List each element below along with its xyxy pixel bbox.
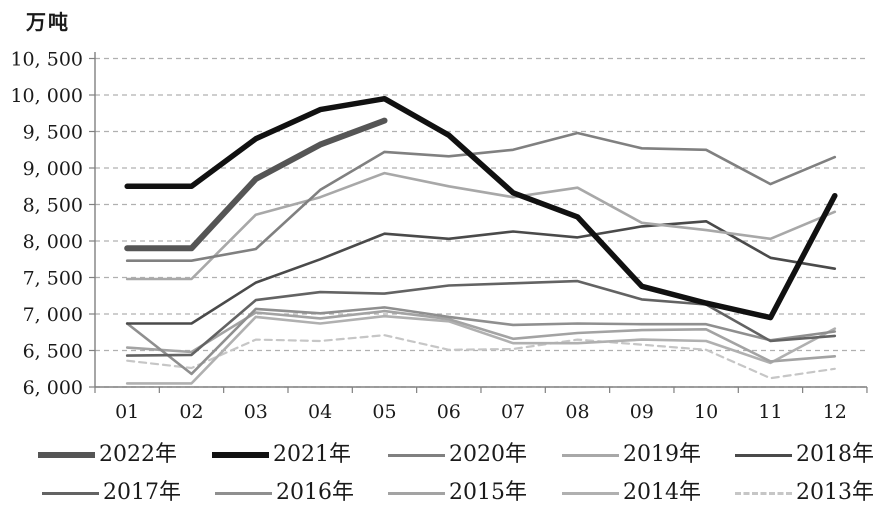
legend-swatch-2014 bbox=[562, 491, 619, 495]
legend-swatch-2018 bbox=[735, 453, 792, 457]
series-line-2020 bbox=[125, 131, 837, 263]
series-line-2018 bbox=[125, 220, 837, 325]
y-axis-tick-label: 9, 500 bbox=[23, 122, 83, 144]
x-axis-tick-label: 01 bbox=[115, 401, 139, 423]
y-axis-tick-label: 10, 500 bbox=[10, 49, 83, 71]
series-line-2014 bbox=[125, 314, 837, 385]
series-line-2022 bbox=[124, 117, 388, 252]
x-axis-tick-label: 07 bbox=[501, 401, 525, 423]
x-axis-tick-label: 10 bbox=[694, 401, 718, 423]
x-axis-tick-label: 09 bbox=[630, 401, 654, 423]
y-axis-unit-label: 万吨 bbox=[26, 10, 70, 34]
legend-swatch-2019 bbox=[562, 453, 619, 457]
x-axis-tick-label: 12 bbox=[823, 401, 847, 423]
y-axis-tick-label: 9, 000 bbox=[23, 158, 83, 180]
x-axis-tick-label: 11 bbox=[758, 401, 782, 423]
legend-label-2017: 2017年 bbox=[103, 480, 181, 505]
legend-item-2020: 2020年 bbox=[388, 444, 527, 466]
x-axis-tick-label: 08 bbox=[565, 401, 589, 423]
y-axis-tick-label: 8, 000 bbox=[23, 231, 83, 253]
legend-label-2018: 2018年 bbox=[796, 442, 874, 467]
legend-label-2021: 2021年 bbox=[273, 442, 351, 467]
legend-label-2015: 2015年 bbox=[449, 480, 527, 505]
legend-item-2013: 2013年 bbox=[735, 482, 874, 504]
legend-swatch-2016 bbox=[215, 491, 272, 495]
series-line-2017 bbox=[125, 279, 837, 357]
y-axis-tick-label: 10, 000 bbox=[10, 85, 83, 107]
legend-swatch-2020 bbox=[388, 453, 445, 457]
legend-label-2014: 2014年 bbox=[623, 480, 701, 505]
y-axis-tick-label: 6, 500 bbox=[23, 341, 83, 363]
legend-label-2016: 2016年 bbox=[276, 480, 354, 505]
legend-item-2021: 2021年 bbox=[212, 444, 351, 466]
legend-label-2020: 2020年 bbox=[449, 442, 527, 467]
series-line-2013 bbox=[126, 334, 836, 380]
series-line-2016 bbox=[125, 306, 837, 376]
legend-label-2013: 2013年 bbox=[796, 480, 874, 505]
legend-swatch-2021 bbox=[212, 452, 269, 458]
y-axis-tick-label: 6, 000 bbox=[23, 377, 83, 399]
x-axis-tick-label: 05 bbox=[372, 401, 396, 423]
legend-item-2014: 2014年 bbox=[562, 482, 701, 504]
legend-item-2018: 2018年 bbox=[735, 444, 874, 466]
legend-item-2019: 2019年 bbox=[562, 444, 701, 466]
x-axis-tick-label: 06 bbox=[437, 401, 461, 423]
legend-label-2022: 2022年 bbox=[99, 442, 177, 467]
x-axis-tick-label: 04 bbox=[308, 401, 332, 423]
y-axis-tick-label: 8, 500 bbox=[23, 195, 83, 217]
legend-item-2017: 2017年 bbox=[42, 482, 181, 504]
legend-item-2016: 2016年 bbox=[215, 482, 354, 504]
legend-swatch-2017 bbox=[42, 491, 99, 495]
series-line-2019 bbox=[125, 171, 837, 281]
legend-swatch-2022 bbox=[38, 452, 95, 458]
legend-item-2022: 2022年 bbox=[38, 444, 177, 466]
y-axis-tick-label: 7, 000 bbox=[23, 304, 83, 326]
legend-label-2019: 2019年 bbox=[623, 442, 701, 467]
legend-swatch-2013 bbox=[735, 491, 792, 495]
legend-item-2015: 2015年 bbox=[388, 482, 527, 504]
legend-swatch-2015 bbox=[388, 491, 445, 495]
x-axis-tick-label: 03 bbox=[244, 401, 268, 423]
chart-plot-area: 6, 000 6, 500 7, 000 7, 500 8, 000 8, 500 9, 0… bbox=[10, 49, 868, 423]
series-line-2021 bbox=[124, 95, 838, 321]
y-axis-tick-label: 7, 500 bbox=[23, 268, 83, 290]
x-axis-tick-label: 02 bbox=[179, 401, 203, 423]
